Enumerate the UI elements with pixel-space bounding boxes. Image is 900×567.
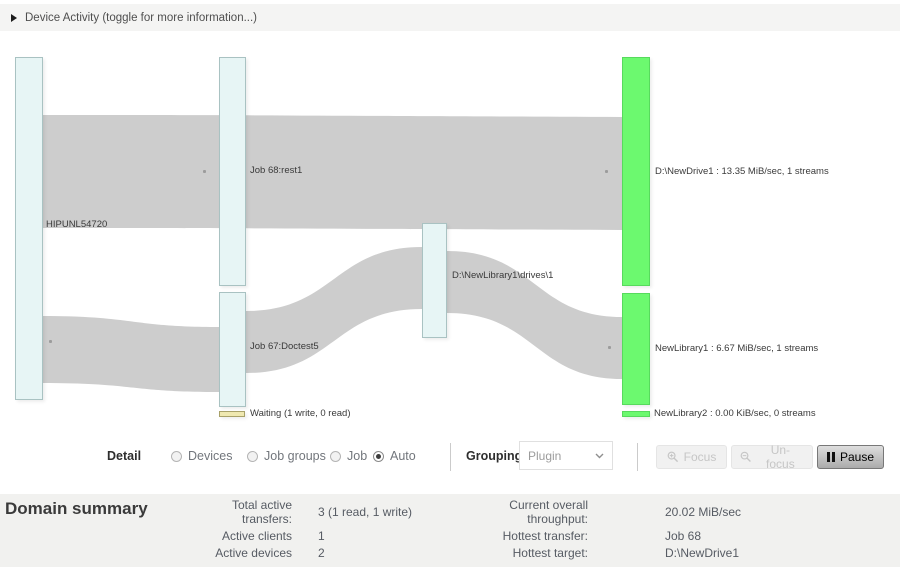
transfer-dot [203, 170, 206, 173]
node-label-drive-path: D:\NewLibrary1\drives\1 [452, 270, 554, 281]
waiting-label: Waiting (1 write, 0 read) [250, 408, 351, 419]
collapse-triangle-icon[interactable] [11, 13, 17, 22]
flow-job67-drivepath[interactable] [246, 247, 422, 373]
node-newlibrary2[interactable] [622, 411, 650, 417]
device-activity-header[interactable]: Device Activity (toggle for more informa… [0, 4, 900, 31]
detail-radio-job-groups[interactable]: Job groups [247, 449, 326, 463]
grouping-value: Plugin [528, 448, 562, 463]
unfocus-button[interactable]: Un-focus [731, 443, 813, 471]
summary-row: Total active transfers: 3 (1 read, 1 wri… [202, 498, 412, 527]
summary-value: 2 [318, 545, 325, 560]
sankey-controls: Detail Devices Job groups Job Auto Group… [0, 438, 900, 478]
radio-icon [373, 450, 384, 462]
summary-label: Active clients [221, 528, 292, 543]
pause-button[interactable]: Pause [817, 445, 884, 469]
chevron-down-icon [595, 453, 604, 458]
pause-icon [826, 452, 835, 462]
sankey-flows [42, 115, 622, 392]
node-job-68[interactable] [219, 57, 246, 286]
unfocus-button-label: Un-focus [766, 443, 795, 471]
summary-label: Hottest transfer: [502, 528, 588, 543]
radio-icon [171, 450, 182, 462]
node-newdrive1[interactable] [622, 57, 650, 286]
sankey-diagram: HIPUNL54720 Job 68:rest1 Job 67:Doctest5… [15, 57, 829, 419]
zoom-out-icon [740, 451, 751, 463]
node-label-job68: Job 68:rest1 [250, 165, 303, 176]
domain-summary-title: Domain summary [5, 499, 148, 518]
radio-label: Devices [188, 449, 233, 463]
radio-label: Job [347, 449, 368, 463]
zoom-in-icon [667, 451, 678, 463]
pause-button-label: Pause [839, 450, 875, 464]
flow-drivepath-newlibrary1[interactable] [447, 251, 622, 379]
radio-label: Job groups [264, 449, 326, 463]
node-label-newlibrary1: NewLibrary1 : 6.67 MiB/sec, 1 streams [655, 343, 819, 354]
summary-label: Current overall throughput: [509, 498, 588, 527]
grouping-label: Grouping [466, 449, 523, 463]
node-label-newlibrary2: NewLibrary2 : 0.00 KiB/sec, 0 streams [654, 408, 816, 419]
device-activity-title: Device Activity (toggle for more informa… [25, 11, 257, 24]
node-client-hipunl54720[interactable] [15, 57, 43, 400]
radio-icon [330, 450, 341, 462]
divider [450, 443, 451, 471]
detail-radio-devices[interactable]: Devices [171, 449, 232, 463]
radio-icon [247, 450, 258, 462]
summary-left-group: Total active transfers: 3 (1 read, 1 wri… [202, 498, 412, 562]
node-newlibrary1[interactable] [622, 293, 650, 405]
detail-radio-job[interactable]: Job [330, 449, 367, 463]
summary-value: 1 [318, 528, 325, 543]
summary-value: Job 68 [665, 528, 702, 543]
node-label-client: HIPUNL54720 [46, 219, 108, 230]
detail-label: Detail [107, 449, 142, 463]
summary-row: Hottest target: D:\NewDrive1 [488, 545, 741, 561]
focus-button-label: Focus [683, 450, 717, 464]
transfer-dot [49, 340, 52, 343]
focus-button[interactable]: Focus [656, 445, 727, 469]
summary-value: 20.02 MiB/sec [665, 505, 742, 520]
summary-row: Hottest transfer: Job 68 [488, 528, 741, 544]
summary-value: D:\NewDrive1 [665, 545, 740, 560]
summary-label: Active devices [215, 545, 292, 560]
node-job-67[interactable] [219, 292, 246, 407]
summary-row: Active clients 1 [202, 528, 412, 544]
node-label-job67: Job 67:Doctest5 [250, 341, 319, 352]
summary-label: Hottest target: [512, 545, 588, 560]
summary-right-group: Current overall throughput: 20.02 MiB/se… [488, 498, 741, 562]
transfer-dot [605, 170, 608, 173]
waiting-indicator[interactable] [219, 411, 245, 417]
detail-radio-auto[interactable]: Auto [373, 449, 416, 463]
summary-row: Current overall throughput: 20.02 MiB/se… [488, 498, 741, 527]
domain-summary: Domain summary Total active transfers: 3… [0, 494, 900, 567]
summary-label: Total active transfers: [231, 498, 292, 527]
node-label-newdrive1: D:\NewDrive1 : 13.35 MiB/sec, 1 streams [655, 166, 829, 177]
summary-row: Active devices 2 [202, 545, 412, 561]
flow-client-job67[interactable] [42, 316, 219, 392]
node-drive-path[interactable] [422, 223, 447, 338]
divider [637, 443, 638, 471]
grouping-select[interactable]: Plugin [519, 441, 613, 470]
transfer-dot [608, 346, 611, 349]
summary-value: 3 (1 read, 1 write) [318, 505, 413, 520]
flow-job68-write[interactable] [42, 115, 622, 230]
radio-label: Auto [390, 449, 416, 463]
